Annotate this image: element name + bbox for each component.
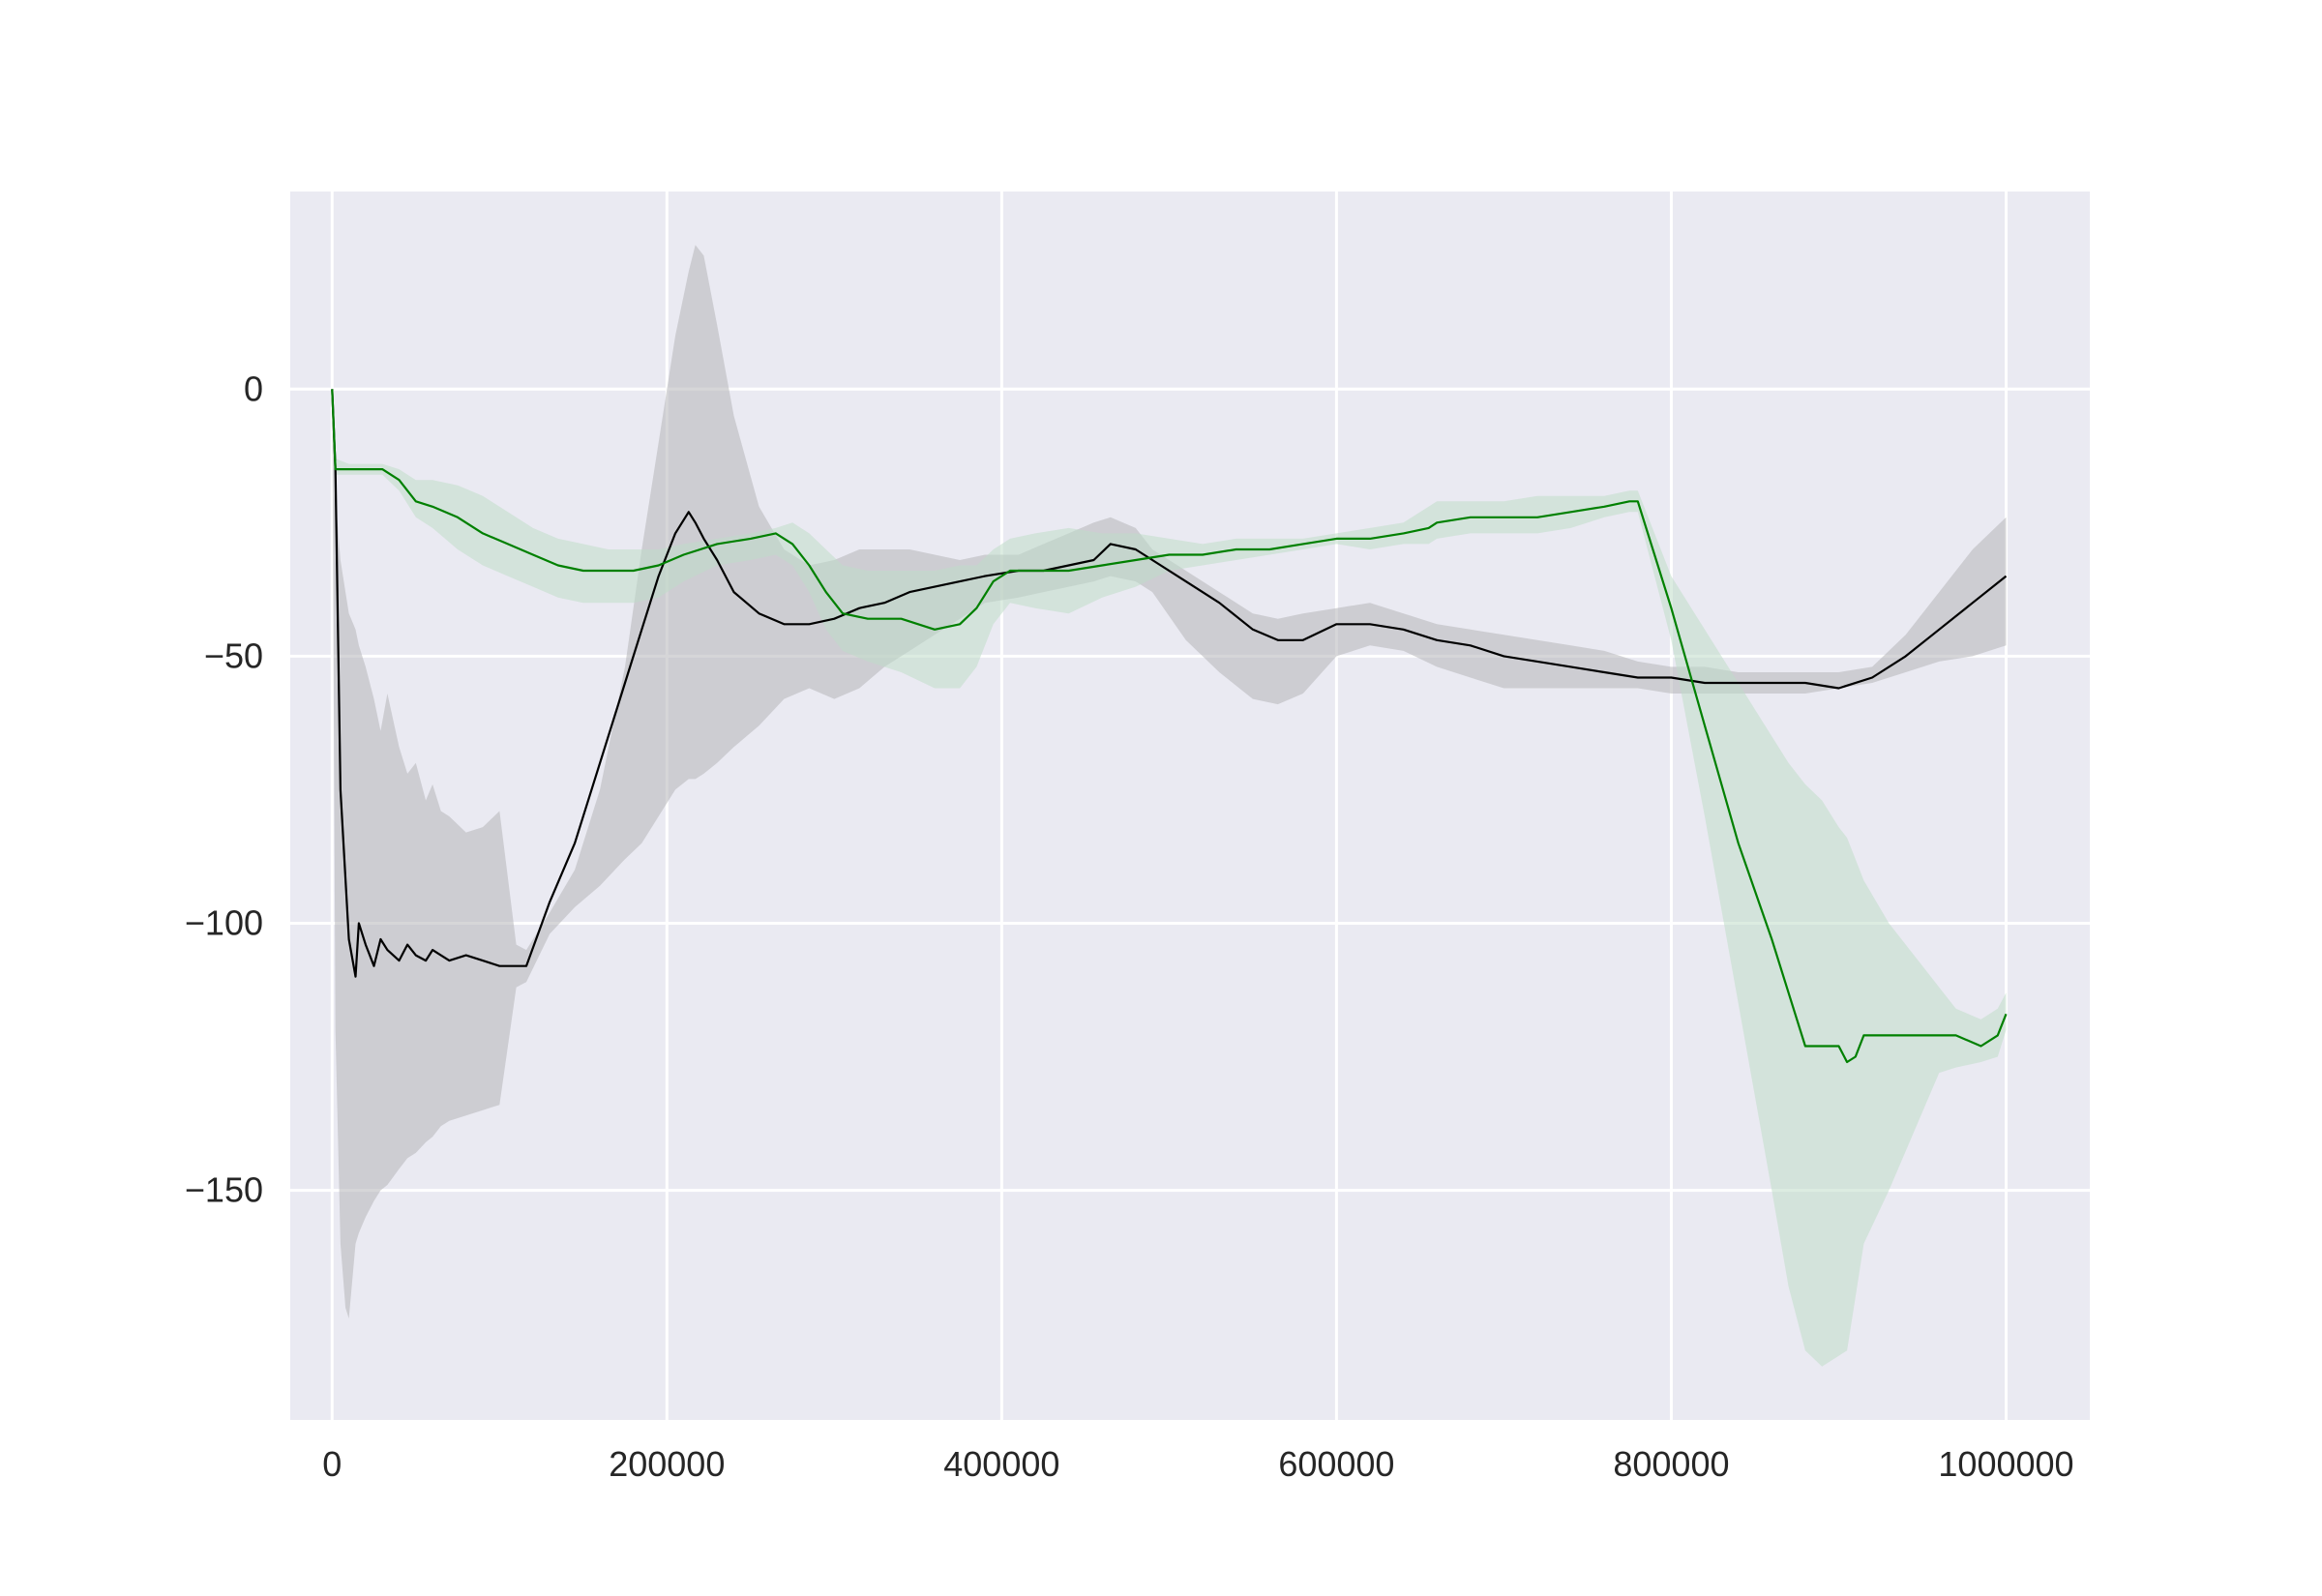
y-tick-label-0: 0: [244, 369, 263, 408]
x-tick-label-5: 1000000: [1938, 1444, 2073, 1484]
x-tick-label-3: 600000: [1278, 1444, 1394, 1484]
y-axis-tick-labels: 0 −50 −100 −150: [185, 369, 263, 1209]
y-tick-label-2: −100: [185, 902, 263, 942]
series-line-0: [331, 389, 2008, 978]
series-lines: [331, 389, 2008, 1064]
confidence-bands: [332, 245, 2007, 1367]
y-tick-label-1: −50: [204, 635, 263, 675]
x-tick-label-2: 400000: [943, 1444, 1059, 1484]
x-axis-tick-labels: 0 200000 400000 600000 800000 1000000: [322, 1444, 2073, 1484]
band-1: [332, 389, 2007, 1367]
x-tick-label-1: 200000: [609, 1444, 725, 1484]
x-tick-label-0: 0: [322, 1444, 342, 1484]
y-tick-label-3: −150: [185, 1170, 263, 1210]
band-0: [332, 245, 2007, 1319]
x-tick-label-4: 800000: [1613, 1444, 1729, 1484]
series-line-1: [331, 389, 2008, 1064]
